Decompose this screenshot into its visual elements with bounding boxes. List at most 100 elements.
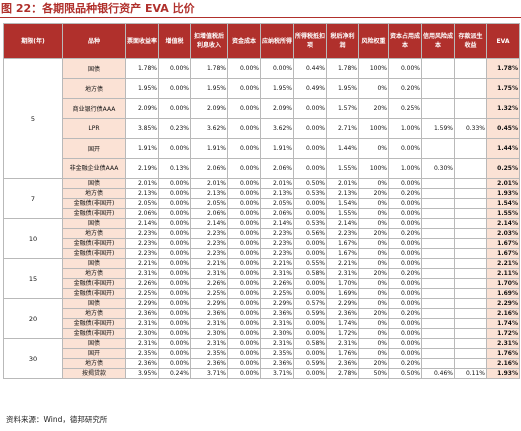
- value-cell: 0.00%: [227, 228, 261, 239]
- value-cell: 2.05%: [125, 198, 159, 209]
- value-cell: 1.74%: [326, 318, 359, 329]
- value-cell: 0.00%: [227, 238, 261, 249]
- value-cell: 0.00%: [293, 248, 327, 259]
- value-cell: 0.53%: [293, 218, 327, 229]
- value-cell: 2.35%: [260, 348, 294, 359]
- value-cell: 0.00%: [227, 348, 261, 359]
- value-cell: 2.26%: [190, 278, 228, 289]
- value-cell: 2.29%: [125, 298, 159, 309]
- value-cell: 20%: [358, 358, 389, 369]
- value-cell: 0.00%: [388, 278, 422, 289]
- value-cell: 0.20%: [388, 308, 422, 319]
- value-cell: 0.00%: [227, 248, 261, 259]
- col-header: 税后净利润: [326, 23, 359, 59]
- value-cell: 2.23%: [125, 248, 159, 259]
- value-cell: 2.31%: [260, 318, 294, 329]
- value-cell: 0.00%: [158, 338, 191, 349]
- value-cell: 2.26%: [260, 278, 294, 289]
- value-cell: 0.00%: [158, 308, 191, 319]
- table-row: 20 国债 2.29% 0.00% 2.29% 0.00% 2.29% 0.57% 2.29% 0…: [3, 298, 520, 339]
- value-cell: 0.00%: [227, 198, 261, 209]
- eva-cell: 2.14%: [486, 218, 520, 229]
- value-cell: 2.36%: [190, 358, 228, 369]
- value-cell: [421, 188, 455, 199]
- value-cell: 2.35%: [125, 348, 159, 359]
- value-cell: [454, 358, 487, 369]
- value-cell: 0.25%: [388, 98, 422, 119]
- value-cell: 0.00%: [158, 58, 191, 79]
- value-cell: [454, 268, 487, 279]
- variety-cell: 金融债(非国开): [62, 238, 126, 249]
- value-cell: 2.09%: [125, 98, 159, 119]
- value-cell: 0.20%: [388, 358, 422, 369]
- value-cell: 3.95%: [125, 368, 159, 379]
- variety-cell: 金融债(非国开): [62, 328, 126, 339]
- value-cell: 0%: [358, 138, 389, 159]
- table-row: 商业银行债AAA 2.09% 0.00% 2.09% 0.00% 2.09% 0.00% 1.…: [4, 98, 520, 119]
- eva-cell: 2.16%: [486, 358, 520, 369]
- value-cell: 2.14%: [326, 218, 359, 229]
- value-cell: 0.00%: [158, 258, 191, 269]
- value-cell: 0.00%: [158, 328, 191, 339]
- variety-cell: 国债: [62, 298, 126, 309]
- table-row: 金融债(非国开) 2.05% 0.00% 2.05% 0.00% 2.05% 0.00% 1.…: [4, 198, 520, 209]
- value-cell: [454, 188, 487, 199]
- value-cell: 0.00%: [227, 288, 261, 299]
- value-cell: 2.25%: [260, 288, 294, 299]
- value-cell: 3.62%: [190, 118, 228, 139]
- value-cell: 2.01%: [326, 178, 359, 189]
- value-cell: [454, 228, 487, 239]
- value-cell: 20%: [358, 268, 389, 279]
- col-header: 期限(年): [3, 23, 63, 59]
- value-cell: 0.00%: [227, 58, 261, 79]
- value-cell: 0%: [358, 248, 389, 259]
- value-cell: 3.71%: [260, 368, 294, 379]
- value-cell: 2.14%: [260, 218, 294, 229]
- eva-cell: 1.75%: [486, 78, 520, 99]
- eva-cell: 1.44%: [486, 138, 520, 159]
- value-cell: 0.00%: [293, 208, 327, 219]
- value-cell: [421, 238, 455, 249]
- value-cell: [421, 58, 455, 79]
- col-header: 扣增值税后利息收入: [190, 23, 228, 59]
- value-cell: 0.00%: [388, 218, 422, 229]
- value-cell: 2.26%: [125, 278, 159, 289]
- value-cell: [421, 208, 455, 219]
- value-cell: [454, 218, 487, 229]
- value-cell: 0.00%: [293, 288, 327, 299]
- value-cell: 0.00%: [293, 368, 327, 379]
- value-cell: [421, 178, 455, 189]
- value-cell: 100%: [358, 118, 389, 139]
- value-cell: 1.78%: [125, 58, 159, 79]
- value-cell: 2.30%: [125, 328, 159, 339]
- variety-cell: 金融债(非国开): [62, 248, 126, 259]
- value-cell: 2.23%: [190, 248, 228, 259]
- value-cell: 0.58%: [293, 338, 327, 349]
- value-cell: 0.00%: [388, 328, 422, 339]
- value-cell: 1.54%: [326, 198, 359, 209]
- value-cell: 0.00%: [158, 218, 191, 229]
- value-cell: 0%: [358, 238, 389, 249]
- col-header: 资本占用成本: [388, 23, 422, 59]
- value-cell: 1.76%: [326, 348, 359, 359]
- value-cell: 2.31%: [190, 338, 228, 349]
- value-cell: 2.36%: [125, 358, 159, 369]
- value-cell: 1.72%: [326, 328, 359, 339]
- value-cell: 0.59%: [293, 358, 327, 369]
- value-cell: 0.00%: [388, 288, 422, 299]
- value-cell: [454, 248, 487, 259]
- value-cell: [421, 298, 455, 309]
- value-cell: 0.20%: [388, 228, 422, 239]
- table-row: 金融债(非国开) 2.06% 0.00% 2.06% 0.00% 2.06% 0.00% 1.…: [4, 208, 520, 219]
- value-cell: 0.55%: [293, 258, 327, 269]
- value-cell: 2.31%: [326, 338, 359, 349]
- value-cell: 0.00%: [158, 188, 191, 199]
- variety-cell: 国债: [62, 258, 126, 269]
- value-cell: 1.95%: [260, 78, 294, 99]
- eva-cell: 2.11%: [486, 268, 520, 279]
- value-cell: 0.59%: [293, 308, 327, 319]
- value-cell: 2.13%: [260, 188, 294, 199]
- variety-cell: 地方债: [62, 308, 126, 319]
- table-row: 5 国债 1.78% 0.00% 1.78% 0.00% 0.00% 0.44% 1.78% 10…: [3, 58, 520, 179]
- value-cell: 0.00%: [293, 238, 327, 249]
